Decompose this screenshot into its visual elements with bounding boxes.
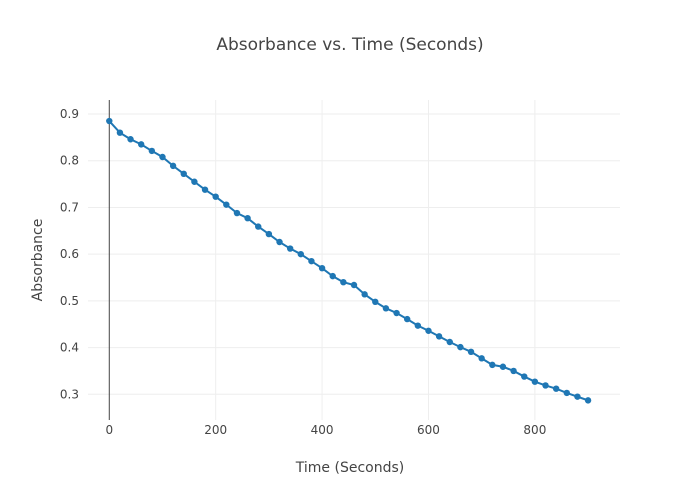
data-point[interactable] bbox=[159, 153, 166, 161]
data-point[interactable] bbox=[552, 385, 560, 392]
y-tick-label: 0.8 bbox=[60, 154, 79, 168]
data-point[interactable] bbox=[478, 355, 485, 362]
data-point[interactable] bbox=[467, 348, 475, 355]
data-point[interactable] bbox=[563, 389, 570, 397]
data-point[interactable] bbox=[382, 305, 390, 312]
data-point[interactable] bbox=[340, 278, 347, 286]
data-point[interactable] bbox=[191, 178, 198, 185]
x-tick-label: 200 bbox=[204, 423, 227, 437]
x-tick-label: 0 bbox=[105, 423, 113, 437]
data-point[interactable] bbox=[499, 363, 507, 370]
data-point[interactable] bbox=[297, 250, 304, 258]
data-point[interactable] bbox=[318, 264, 326, 272]
data-point[interactable] bbox=[435, 333, 443, 340]
data-point[interactable] bbox=[531, 378, 539, 385]
data-point[interactable] bbox=[169, 162, 177, 170]
y-tick-label: 0.3 bbox=[60, 387, 79, 401]
data-point[interactable] bbox=[255, 223, 262, 230]
data-point[interactable] bbox=[414, 322, 422, 329]
y-tick-label: 0.9 bbox=[60, 107, 79, 121]
data-point[interactable] bbox=[233, 209, 241, 217]
data-point[interactable] bbox=[116, 129, 124, 136]
data-point[interactable] bbox=[510, 367, 517, 375]
x-axis-title: Time (Seconds) bbox=[295, 460, 404, 476]
data-point[interactable] bbox=[138, 141, 145, 148]
data-point[interactable] bbox=[457, 343, 464, 351]
y-tick-label: 0.4 bbox=[60, 341, 79, 355]
data-point[interactable] bbox=[446, 338, 453, 346]
data-point[interactable] bbox=[308, 257, 315, 265]
data-point[interactable] bbox=[393, 309, 400, 317]
data-point[interactable] bbox=[276, 238, 283, 246]
chart-title: Absorbance vs. Time (Seconds) bbox=[216, 35, 483, 55]
data-point[interactable] bbox=[127, 136, 134, 143]
data-point[interactable] bbox=[404, 315, 411, 323]
x-tick-label: 600 bbox=[417, 423, 440, 437]
data-point[interactable] bbox=[350, 281, 358, 289]
y-axis-title: Absorbance bbox=[30, 219, 46, 302]
series-layer bbox=[106, 117, 592, 404]
data-point[interactable] bbox=[361, 291, 368, 298]
data-point[interactable] bbox=[201, 186, 209, 193]
data-point[interactable] bbox=[584, 397, 592, 404]
data-point[interactable] bbox=[265, 230, 273, 238]
data-point[interactable] bbox=[244, 214, 251, 222]
grid-layer bbox=[88, 100, 620, 420]
data-point[interactable] bbox=[106, 117, 113, 125]
series-line bbox=[108, 120, 589, 402]
data-point[interactable] bbox=[574, 393, 581, 400]
x-tick-label: 400 bbox=[311, 423, 334, 437]
data-point[interactable] bbox=[286, 245, 294, 252]
y-tick-label: 0.7 bbox=[60, 200, 79, 214]
data-point[interactable] bbox=[489, 361, 496, 369]
data-point[interactable] bbox=[329, 272, 336, 280]
data-point[interactable] bbox=[180, 170, 187, 178]
y-tick-label: 0.6 bbox=[60, 247, 79, 261]
data-point[interactable] bbox=[542, 382, 549, 389]
tick-layer: 0.3 0.4 0.5 0.6 0.7 0.8 0.9 0 200 400 600 800 bbox=[60, 107, 546, 437]
data-point[interactable] bbox=[212, 193, 219, 200]
x-tick-label: 800 bbox=[523, 423, 546, 437]
data-point[interactable] bbox=[372, 298, 379, 306]
data-point[interactable] bbox=[148, 147, 156, 155]
y-tick-label: 0.5 bbox=[60, 294, 79, 308]
data-point[interactable] bbox=[223, 201, 230, 208]
data-point[interactable] bbox=[425, 327, 432, 334]
data-point[interactable] bbox=[521, 373, 528, 380]
